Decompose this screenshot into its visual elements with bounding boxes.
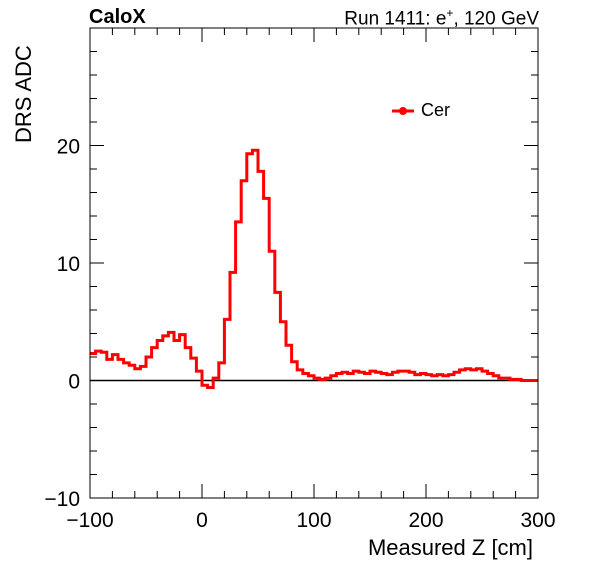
plot-frame bbox=[89, 27, 539, 499]
legend-marker bbox=[392, 107, 414, 115]
y-axis-label: DRS ADC bbox=[11, 45, 36, 143]
y-tick-label: 20 bbox=[57, 136, 80, 159]
legend-label: Cer bbox=[421, 100, 451, 120]
x-axis-label: Measured Z [cm] bbox=[367, 535, 533, 560]
x-tick-label: 100 bbox=[296, 509, 331, 532]
run-info: Run 1411: e+, 120 GeV bbox=[344, 6, 539, 30]
y-tick-label: −10 bbox=[44, 488, 80, 511]
y-tick-label: 0 bbox=[68, 371, 80, 394]
y-tick-label: 10 bbox=[57, 253, 80, 276]
x-tick-label: 200 bbox=[408, 509, 443, 532]
x-tick-label: 0 bbox=[196, 509, 208, 532]
axis-ticks bbox=[89, 27, 539, 499]
experiment-title: CaloX bbox=[89, 6, 146, 28]
cer-histogram-line bbox=[90, 148, 538, 390]
x-tick-label: 300 bbox=[520, 509, 555, 532]
x-tick-label: −100 bbox=[66, 509, 113, 532]
